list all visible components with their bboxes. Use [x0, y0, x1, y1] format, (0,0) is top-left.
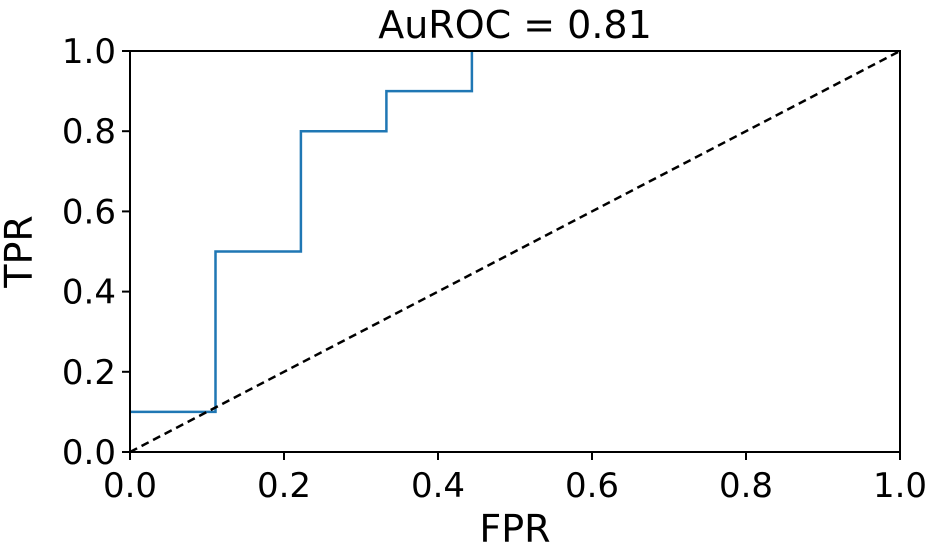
- x-tick-label: 0.0: [103, 466, 157, 506]
- y-axis-label: TPR: [0, 215, 41, 289]
- plot-frame: [129, 50, 901, 453]
- x-axis-ticks: 0.0 0.2 0.4 0.6 0.8 1.0: [103, 452, 927, 506]
- y-tick-label: 0.4: [62, 273, 116, 313]
- y-tick-label: 0.8: [62, 112, 116, 152]
- chart-title: AuROC = 0.81: [378, 3, 652, 47]
- y-tick-label: 0.6: [62, 192, 116, 232]
- x-tick-label: 0.8: [719, 466, 773, 506]
- y-tick-label: 1.0: [62, 32, 116, 72]
- x-tick-label: 0.4: [411, 466, 465, 506]
- y-tick-label: 0.2: [62, 353, 116, 393]
- y-axis-ticks: 0.0 0.2 0.4 0.6 0.8 1.0: [62, 32, 130, 473]
- y-tick-label: 0.0: [62, 433, 116, 473]
- chance-diagonal-line: [129, 49, 901, 454]
- x-axis-label: FPR: [479, 507, 550, 550]
- roc-curve-line: [130, 51, 474, 414]
- x-tick-label: 0.2: [257, 466, 311, 506]
- x-tick-label: 0.6: [565, 466, 619, 506]
- x-tick-label: 1.0: [873, 466, 927, 506]
- plot-area: [129, 49, 901, 454]
